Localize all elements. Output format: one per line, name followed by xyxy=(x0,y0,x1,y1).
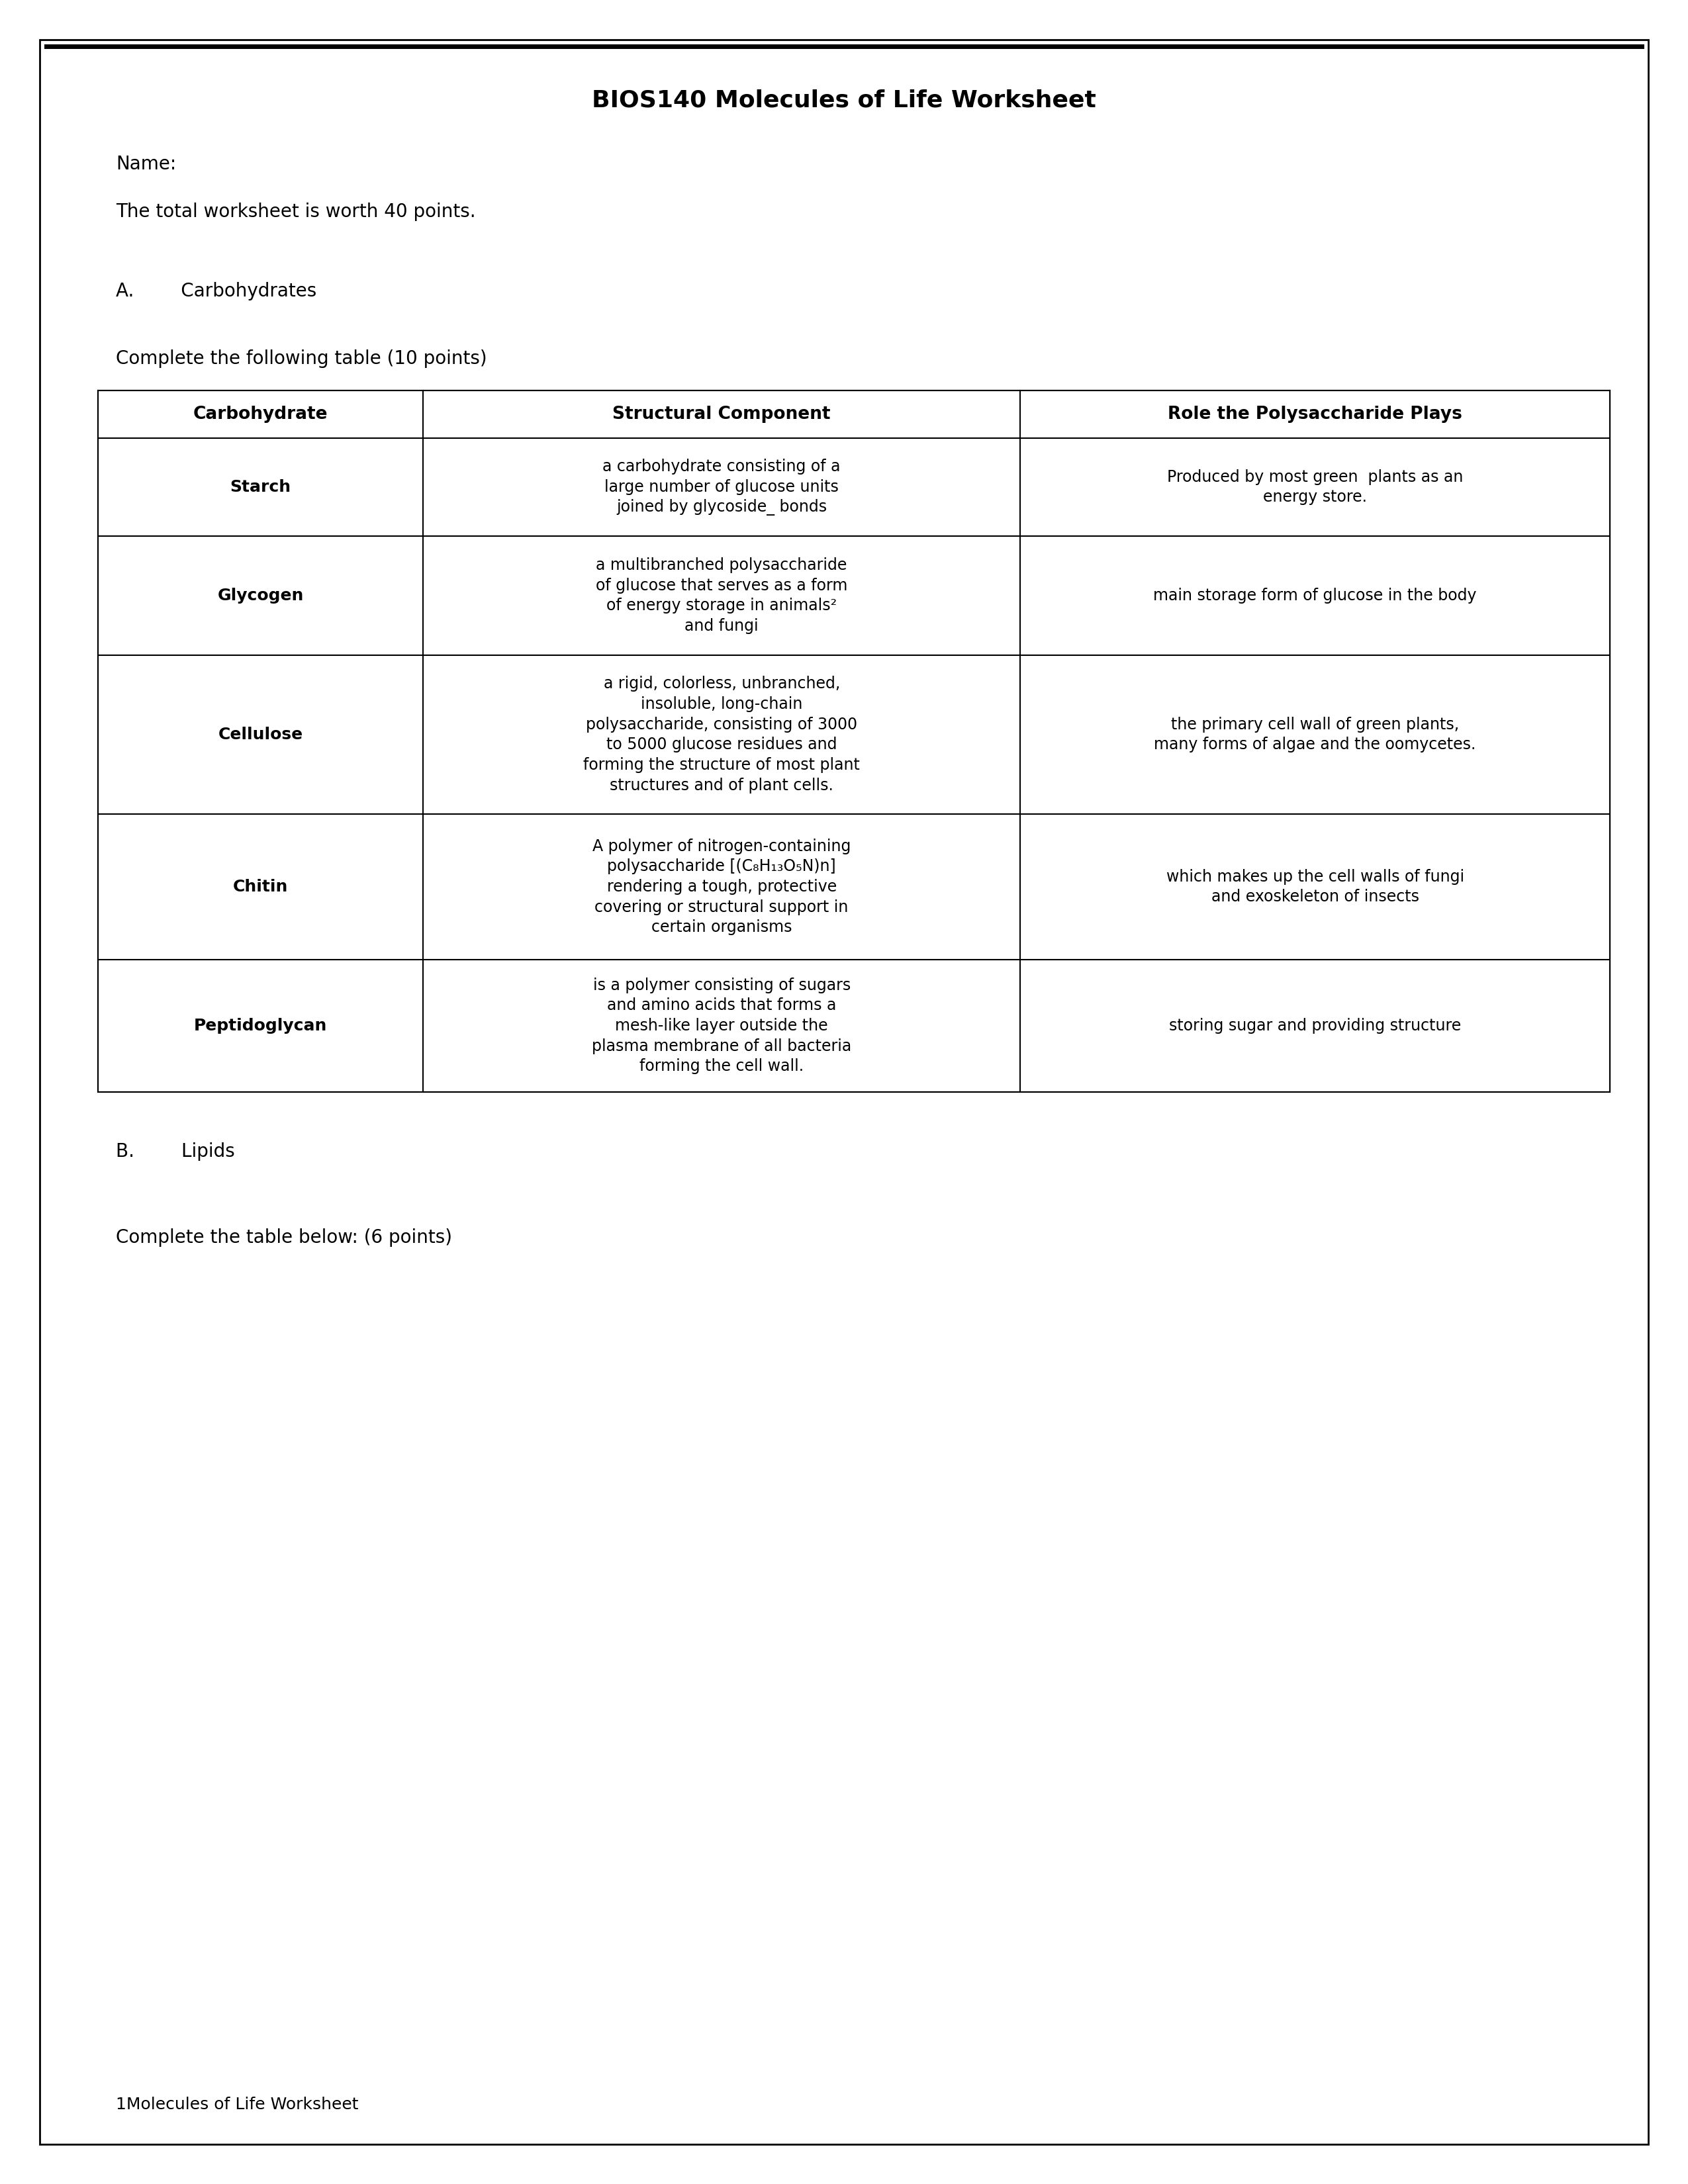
Text: BIOS140 Molecules of Life Worksheet: BIOS140 Molecules of Life Worksheet xyxy=(592,90,1096,111)
Text: Name:: Name: xyxy=(116,155,176,173)
Text: Cellulose: Cellulose xyxy=(218,727,302,743)
Text: Produced by most green  plants as an
energy store.: Produced by most green plants as an ener… xyxy=(1166,470,1463,505)
Text: storing sugar and providing structure: storing sugar and providing structure xyxy=(1170,1018,1462,1033)
Text: Chitin: Chitin xyxy=(233,878,289,895)
Text: the primary cell wall of green plants,
many forms of algae and the oomycetes.: the primary cell wall of green plants, m… xyxy=(1155,716,1475,753)
Text: A polymer of nitrogen-containing
polysaccharide [(C₈H₁₃O₅N)n]
rendering a tough,: A polymer of nitrogen-containing polysac… xyxy=(592,839,851,935)
Text: Structural Component: Structural Component xyxy=(613,406,830,424)
Bar xyxy=(98,391,1610,1092)
Text: Starch: Starch xyxy=(230,478,290,496)
Text: Carbohydrate: Carbohydrate xyxy=(192,406,327,424)
Text: is a polymer consisting of sugars
and amino acids that forms a
mesh-like layer o: is a polymer consisting of sugars and am… xyxy=(592,976,851,1075)
Text: which makes up the cell walls of fungi
and exoskeleton of insects: which makes up the cell walls of fungi a… xyxy=(1166,869,1463,904)
Text: a rigid, colorless, unbranched,
insoluble, long-chain
polysaccharide, consisting: a rigid, colorless, unbranched, insolubl… xyxy=(584,677,859,793)
Text: Complete the table below: (6 points): Complete the table below: (6 points) xyxy=(116,1227,452,1247)
Text: a multibranched polysaccharide
of glucose that serves as a form
of energy storag: a multibranched polysaccharide of glucos… xyxy=(596,557,847,633)
Text: Complete the following table (10 points): Complete the following table (10 points) xyxy=(116,349,486,367)
Text: 1Molecules of Life Worksheet: 1Molecules of Life Worksheet xyxy=(116,2097,358,2112)
Text: main storage form of glucose in the body: main storage form of glucose in the body xyxy=(1153,587,1477,603)
Text: B.        Lipids: B. Lipids xyxy=(116,1142,235,1162)
Text: Role the Polysaccharide Plays: Role the Polysaccharide Plays xyxy=(1168,406,1462,424)
Text: Glycogen: Glycogen xyxy=(218,587,304,603)
Text: A.        Carbohydrates: A. Carbohydrates xyxy=(116,282,317,301)
Text: a carbohydrate consisting of a
large number of glucose units
joined by glycoside: a carbohydrate consisting of a large num… xyxy=(603,459,841,515)
Text: Peptidoglycan: Peptidoglycan xyxy=(194,1018,327,1033)
Text: The total worksheet is worth 40 points.: The total worksheet is worth 40 points. xyxy=(116,203,476,221)
